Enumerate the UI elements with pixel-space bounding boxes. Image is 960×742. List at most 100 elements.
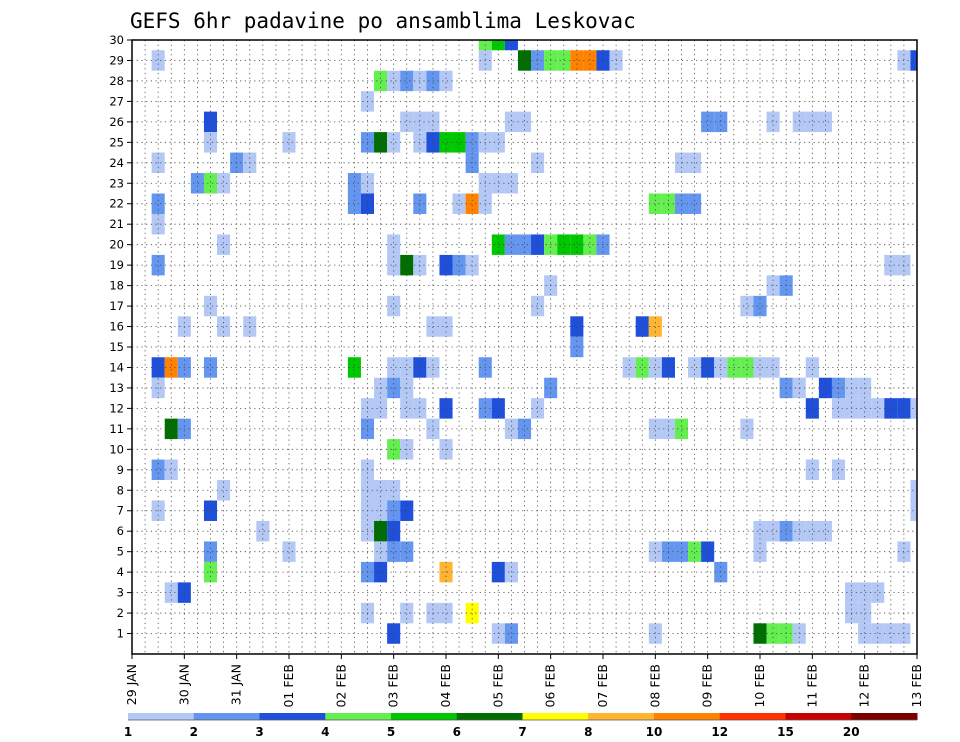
x-tick-label: 04 FEB [438, 664, 453, 708]
heatmap-cell [465, 193, 479, 214]
heatmap-cell [491, 623, 505, 644]
y-tick-label: 16 [109, 320, 124, 334]
heatmap-cell [740, 295, 754, 317]
heatmap-cell [805, 459, 819, 481]
y-tick-label: 27 [109, 94, 124, 108]
heatmap-cell [217, 234, 231, 255]
y-tick-label: 15 [109, 340, 124, 354]
heatmap-cell [439, 132, 453, 153]
y-tick-label: 4 [117, 565, 124, 579]
heatmap-cell [256, 520, 270, 542]
chart-title: GEFS 6hr padavine po ansamblima Leskovac [130, 9, 636, 33]
heatmap-cells [151, 40, 917, 644]
heatmap-cell [282, 132, 296, 153]
heatmap-cell [151, 254, 165, 276]
heatmap-cell [701, 111, 715, 133]
heatmap-cell [190, 173, 204, 194]
heatmap-cell [871, 582, 885, 603]
heatmap-cell [792, 111, 806, 133]
color-legend: 1 2 3 4 5 6 7 8 10 12 15 20 [124, 713, 918, 739]
heatmap-cell [740, 418, 754, 440]
y-tick-label: 14 [109, 360, 124, 374]
heatmap-cell [688, 193, 702, 214]
heatmap-cell [648, 418, 662, 440]
heatmap-cell [858, 398, 872, 419]
heatmap-cell [347, 193, 361, 214]
heatmap-cell [374, 541, 388, 562]
y-tick-label: 6 [117, 524, 124, 538]
heatmap-cell [347, 173, 361, 194]
heatmap-cell [531, 398, 545, 419]
heatmap-cell [648, 193, 662, 214]
heatmap-cell [766, 520, 780, 542]
y-tick-label: 22 [109, 197, 124, 211]
heatmap-cell [688, 541, 702, 562]
heatmap-cell [805, 111, 819, 133]
heatmap-cell [884, 398, 898, 419]
y-tick-label: 21 [109, 217, 124, 231]
heatmap-cell [439, 254, 453, 276]
legend-label: 10 [646, 725, 663, 739]
heatmap-cell [818, 111, 832, 133]
legend-swatch [325, 713, 392, 720]
legend-swatch [259, 713, 326, 720]
heatmap-cell [531, 234, 545, 255]
heatmap-cell [688, 357, 702, 378]
heatmap-cell [570, 316, 584, 337]
legend-swatch [193, 713, 260, 720]
x-tick-label: 09 FEB [700, 664, 715, 708]
heatmap-cell [400, 398, 414, 419]
legend-label: 20 [843, 725, 860, 739]
heatmap-cell [439, 398, 453, 419]
legend-swatch [588, 713, 655, 720]
heatmap-cell [570, 336, 584, 358]
heatmap-cell [570, 50, 584, 71]
heatmap-cell [766, 623, 780, 644]
heatmap-cell [151, 459, 165, 481]
heatmap-cell [674, 418, 689, 440]
x-tick-label: 02 FEB [333, 664, 348, 708]
heatmap-cell [557, 50, 571, 71]
heatmap-cell [203, 132, 218, 153]
heatmap-cell [884, 623, 898, 644]
y-tick-label: 1 [117, 627, 124, 641]
heatmap-cell [374, 132, 388, 153]
heatmap-cell [164, 357, 178, 378]
heatmap-cell [387, 234, 401, 255]
heatmap-cell [740, 357, 754, 378]
y-tick-label: 26 [109, 115, 124, 129]
heatmap-cell [387, 541, 401, 562]
heatmap-cell [701, 541, 715, 562]
legend-label: 6 [453, 725, 461, 739]
x-tick-label: 29 JAN [124, 664, 139, 705]
heatmap-cell [217, 173, 231, 194]
legend-swatch [785, 713, 852, 720]
heatmap-cell [858, 582, 872, 603]
heatmap-cell [753, 623, 767, 644]
heatmap-cell [517, 111, 532, 133]
heatmap-cell [387, 254, 401, 276]
heatmap-cell [387, 623, 401, 644]
legend-label: 5 [387, 725, 395, 739]
heatmap-cell [400, 602, 414, 624]
heatmap-cell [374, 480, 388, 501]
y-tick-label: 17 [109, 299, 124, 313]
heatmap-cell [714, 111, 728, 133]
heatmap-cell [753, 520, 767, 542]
heatmap-cell [400, 70, 414, 92]
x-tick-label: 07 FEB [595, 664, 610, 708]
legend-swatch [719, 713, 786, 720]
legend-label: 2 [190, 725, 198, 739]
legend-swatch [391, 713, 458, 720]
y-tick-label: 5 [117, 545, 124, 559]
heatmap-cell [400, 111, 414, 133]
x-tick-label: 11 FEB [804, 664, 819, 708]
heatmap-cell [622, 357, 636, 378]
y-tick-label: 18 [109, 279, 124, 293]
heatmap-cell [910, 480, 917, 501]
y-tick-label: 11 [109, 422, 124, 436]
x-tick-label: 06 FEB [543, 664, 558, 708]
heatmap-cell [282, 541, 296, 562]
x-tick-label: 08 FEB [647, 664, 662, 708]
heatmap-cell [400, 357, 414, 378]
